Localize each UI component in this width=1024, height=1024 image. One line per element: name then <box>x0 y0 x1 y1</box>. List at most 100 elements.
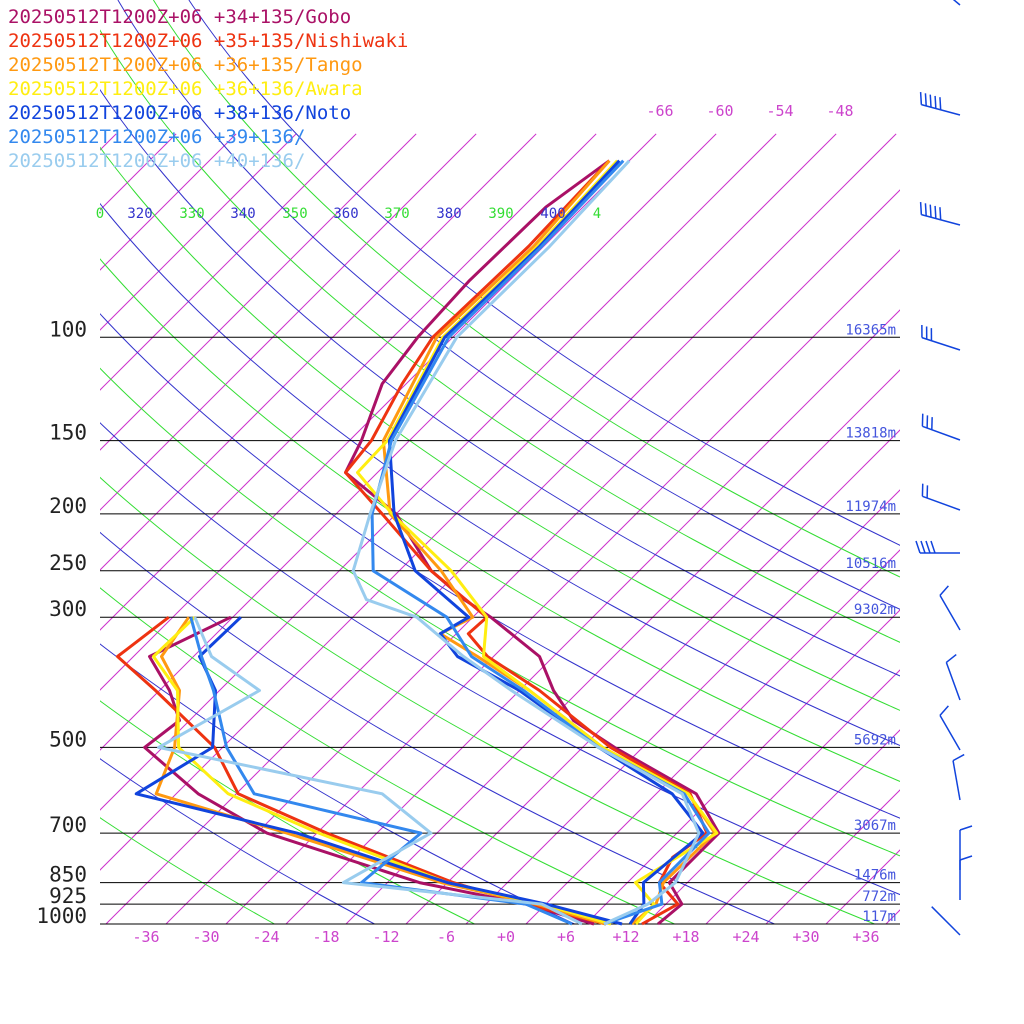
isotherm-line <box>100 133 657 691</box>
height-label: 10516m <box>845 556 896 572</box>
wind-barb-feather <box>924 93 927 106</box>
theta-label: 340 <box>230 206 255 222</box>
dry-adiabat-line <box>100 367 900 857</box>
theta-label: 380 <box>436 206 461 222</box>
wind-barb-feather <box>925 540 931 554</box>
isotherm-line <box>100 133 837 871</box>
wind-barb-feather <box>919 201 923 215</box>
wind-barb <box>922 495 961 511</box>
wind-barb-feather <box>920 540 926 554</box>
isotherm-line <box>585 609 900 924</box>
height-label: 16365m <box>845 322 896 338</box>
isotherm-line <box>100 133 717 751</box>
wind-barb <box>921 103 961 116</box>
wind-barb <box>922 425 961 441</box>
chart-grid <box>100 0 1024 925</box>
legend-entry: 20250512T1200Z+06 +36+136/Awara <box>8 78 363 100</box>
temp-tick-label: -36 <box>132 928 159 946</box>
isotherm-line <box>765 789 900 924</box>
grid-clip <box>100 0 1024 924</box>
dry-adiabat-line <box>100 88 900 677</box>
dry-adiabat-line <box>100 422 900 896</box>
isotherm-line <box>100 133 237 271</box>
profile-series <box>157 159 701 926</box>
wind-barb-feather <box>939 207 942 220</box>
profile-series <box>154 159 717 926</box>
pressure-label: 200 <box>49 494 87 518</box>
axis-labels: 100 16365m 150 13818m 200 11974m 250 10516m 300 9… <box>36 102 896 946</box>
pressure-label: 300 <box>49 597 87 621</box>
isotherm-line <box>885 909 900 924</box>
legend-entry: 20250512T1200Z+06 +39+136/ <box>8 126 305 148</box>
dry-adiabat-line <box>100 531 775 924</box>
dry-adiabat-line <box>100 258 900 782</box>
isotherm-line <box>1006 134 1024 924</box>
dry-adiabat-line <box>100 476 875 924</box>
isotherm-line <box>100 133 297 331</box>
wind-barb <box>952 0 961 6</box>
theta-label: 0 <box>96 206 104 222</box>
wind-barb-feather <box>929 94 932 108</box>
isotherm-line <box>525 549 900 924</box>
isotherm-line <box>946 134 1024 924</box>
dry-adiabat-line <box>100 758 375 924</box>
dewpoint-line <box>189 616 573 926</box>
height-label: 13818m <box>845 426 896 442</box>
dry-adiabat-line <box>100 313 900 819</box>
temp-tick-label: +24 <box>732 928 759 946</box>
chart-legend: 20250512T1200Z+06 +34+135/Gobo20250512T1… <box>8 6 408 172</box>
pressure-label: 250 <box>49 551 87 575</box>
wind-barb-feather <box>934 205 937 219</box>
legend-entry: 20250512T1200Z+06 +36+135/Tango <box>8 54 363 76</box>
legend-entry: 20250512T1200Z+06 +35+135/Nishiwaki <box>8 30 408 52</box>
temp-tick-label: -12 <box>372 928 399 946</box>
upper-temp-label: -66 <box>646 102 673 120</box>
temperature-line <box>370 159 711 926</box>
upper-temp-label: -54 <box>766 102 793 120</box>
temp-tick-label: +36 <box>852 928 879 946</box>
temp-tick-label: -6 <box>437 928 455 946</box>
isotherm-line <box>100 133 777 811</box>
isotherm-line <box>100 133 597 631</box>
isotherm-line <box>165 189 900 924</box>
profile-series <box>189 159 711 926</box>
wind-barb-feather <box>939 705 949 716</box>
isotherm-line <box>100 133 357 391</box>
wind-barb <box>952 760 961 801</box>
wind-barb-feather <box>919 91 923 105</box>
dry-adiabat-line <box>100 587 675 924</box>
temperature-line <box>381 159 717 926</box>
wind-barb-feather <box>915 540 921 554</box>
height-label: 772m <box>862 889 896 905</box>
dry-adiabat-line <box>100 146 900 711</box>
wind-barb-feather <box>929 204 932 218</box>
isotherm-line <box>100 133 177 211</box>
pressure-label: 100 <box>49 317 87 341</box>
pressure-label: 925 <box>49 884 87 908</box>
dewpoint-line <box>157 616 583 926</box>
upper-temp-label: -60 <box>706 102 733 120</box>
isotherm-line <box>285 309 900 924</box>
isotherm-line <box>645 669 900 924</box>
isotherm-line <box>405 429 900 924</box>
wind-barb <box>945 662 961 701</box>
isotherm-line <box>100 133 417 451</box>
theta-label: 390 <box>488 206 513 222</box>
legend-entry: 20250512T1200Z+06 +34+135/Gobo <box>8 6 351 28</box>
isotherm-line <box>100 133 117 151</box>
dry-adiabat-line <box>188 0 900 546</box>
legend-entry: 20250512T1200Z+06 +40+136/ <box>8 150 305 172</box>
wind-barb-feather <box>952 753 965 762</box>
pressure-label: 500 <box>49 727 87 751</box>
dry-adiabat-line <box>100 202 900 747</box>
dry-adiabat-line <box>100 643 575 924</box>
wind-barb <box>939 714 961 751</box>
pressure-label: 700 <box>49 813 87 837</box>
isotherm-line <box>825 849 900 924</box>
theta-label: 330 <box>179 206 204 222</box>
wind-barb <box>939 594 961 631</box>
height-label: 117m <box>862 909 896 925</box>
wind-barb-feather <box>930 540 936 554</box>
temp-tick-label: +30 <box>792 928 819 946</box>
legend-entry: 20250512T1200Z+06 +38+136/Noto <box>8 102 351 124</box>
